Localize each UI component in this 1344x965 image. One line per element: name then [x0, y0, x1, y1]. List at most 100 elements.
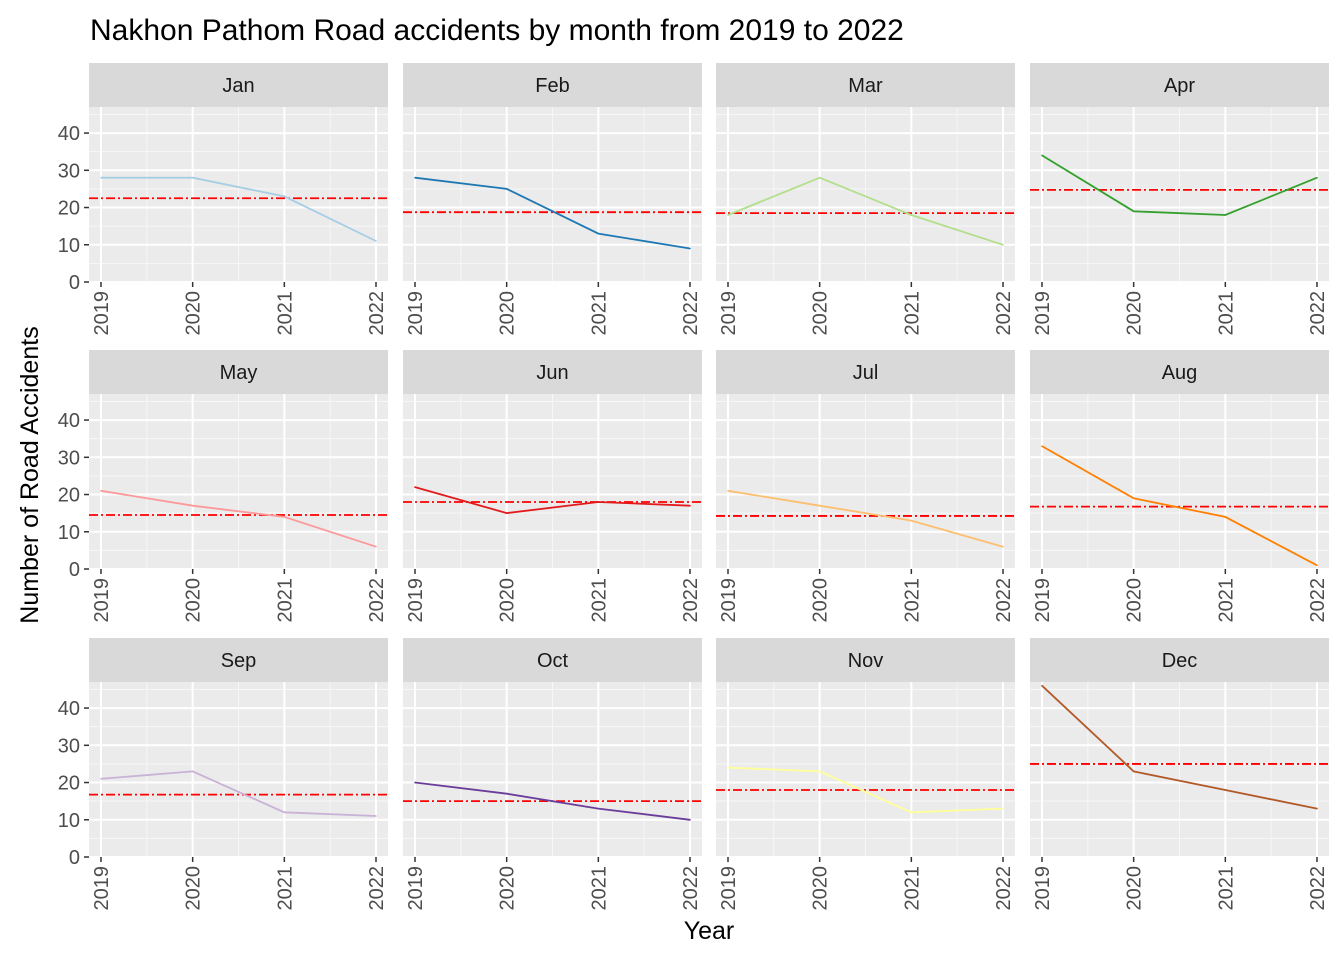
x-tick-label: 2020 [497, 866, 519, 911]
x-tick-label: 2021 [588, 866, 610, 911]
x-tick-label: 2022 [993, 866, 1015, 911]
x-tick-label: 2022 [993, 578, 1015, 623]
series-line-dec [1041, 685, 1318, 810]
data-point [818, 504, 821, 507]
y-tick-label: 0 [69, 559, 80, 581]
y-tick-label: 0 [69, 847, 80, 869]
x-tick-label: 2022 [1307, 291, 1329, 336]
data-point [191, 770, 194, 773]
data-point [727, 490, 729, 492]
data-point [1041, 445, 1043, 447]
x-tick-label: 2020 [497, 578, 519, 623]
data-point [910, 519, 913, 522]
data-point [689, 818, 691, 821]
series-line-sep [100, 770, 377, 817]
data-point [1132, 497, 1135, 500]
data-point [505, 512, 508, 514]
series-line-oct [414, 781, 691, 821]
data-point [414, 781, 416, 784]
facet-strip [1030, 350, 1329, 394]
y-tick-label: 10 [58, 810, 80, 832]
facet-strip [403, 63, 702, 107]
y-tick-label: 20 [58, 485, 80, 507]
data-point [375, 815, 377, 817]
x-tick-label: 2021 [588, 578, 610, 623]
facet-strip-label: May [220, 362, 258, 384]
y-tick-label: 20 [58, 773, 80, 795]
facet-strip [716, 638, 1015, 682]
facet-may: May 0 10 20 30 40 2019 2020 2021 2022 [58, 350, 388, 623]
facet-strip-label: Apr [1164, 75, 1195, 97]
data-point [818, 176, 821, 179]
series-line-may [100, 489, 377, 548]
x-tick-label: 2021 [274, 578, 296, 623]
data-point [1041, 684, 1043, 687]
x-tick-label: 2020 [183, 291, 205, 336]
x-tick-label: 2019 [405, 578, 427, 623]
data-point [375, 240, 377, 242]
x-tick-label: 2021 [1215, 291, 1237, 336]
data-point [597, 501, 600, 503]
data-point [1132, 210, 1135, 213]
facet-strip [89, 638, 388, 682]
facet-strip-label: Oct [537, 650, 569, 672]
data-point [689, 504, 691, 507]
y-tick-label: 30 [58, 160, 80, 182]
x-tick-label: 2022 [366, 291, 388, 336]
x-tick-label: 2019 [91, 291, 113, 336]
x-tick-label: 2021 [1215, 578, 1237, 623]
x-tick-label: 2019 [1032, 291, 1054, 336]
series-line-aug [1041, 445, 1318, 567]
data-point [1316, 807, 1318, 810]
x-tick-label: 2021 [901, 866, 923, 911]
x-tick-label: 2019 [1032, 578, 1054, 623]
x-tick-label: 2021 [901, 578, 923, 623]
facet-jul: Jul 2019 2020 2021 2022 [716, 350, 1015, 623]
y-tick-label: 20 [58, 198, 80, 220]
x-axis-label: Year [684, 917, 735, 945]
facet-dec: Dec 2019 2020 2021 2022 [1030, 638, 1329, 911]
facet-strip-label: Sep [221, 650, 257, 672]
y-axis-label: Number of Road Accidents [16, 326, 44, 623]
y-tick-label: 30 [58, 447, 80, 469]
facet-strip [1030, 63, 1329, 107]
data-point [727, 766, 729, 769]
data-point [1041, 154, 1043, 157]
data-point [283, 516, 286, 518]
data-point [597, 232, 600, 235]
facet-oct: Oct 2019 2020 2021 2022 [403, 638, 702, 911]
data-point [727, 214, 729, 216]
facet-strip [716, 350, 1015, 394]
x-tick-label: 2019 [91, 866, 113, 911]
series-line-nov [727, 766, 1004, 814]
x-tick-label: 2022 [680, 291, 702, 336]
facet-strip-label: Jan [222, 75, 254, 97]
x-tick-label: 2019 [91, 578, 113, 623]
x-tick-label: 2020 [1124, 866, 1146, 911]
series-line-feb [414, 176, 691, 250]
x-tick-label: 2020 [1124, 578, 1146, 623]
x-tick-label: 2022 [680, 866, 702, 911]
x-tick-label: 2019 [405, 866, 427, 911]
data-point [283, 811, 286, 814]
facet-strip-label: Jul [853, 362, 879, 384]
facet-feb: Feb 2019 2020 2021 2022 [403, 63, 702, 336]
series-line-apr [1041, 154, 1318, 216]
data-point [283, 195, 286, 198]
data-point [375, 545, 377, 548]
x-tick-label: 2022 [1307, 866, 1329, 911]
facet-sep: Sep 0 10 20 30 40 2019 2020 2021 2022 [58, 638, 388, 911]
facet-strip [716, 63, 1015, 107]
x-tick-label: 2021 [274, 866, 296, 911]
data-point [414, 176, 416, 179]
x-tick-label: 2021 [588, 291, 610, 336]
data-point [414, 486, 416, 488]
x-tick-label: 2019 [718, 291, 740, 336]
chart-title: Nakhon Pathom Road accidents by month fr… [90, 14, 904, 47]
y-tick-label: 40 [58, 123, 80, 145]
facet-strip-label: Feb [535, 75, 569, 97]
data-point [100, 490, 102, 492]
data-point [191, 504, 194, 507]
x-tick-label: 2019 [1032, 866, 1054, 911]
